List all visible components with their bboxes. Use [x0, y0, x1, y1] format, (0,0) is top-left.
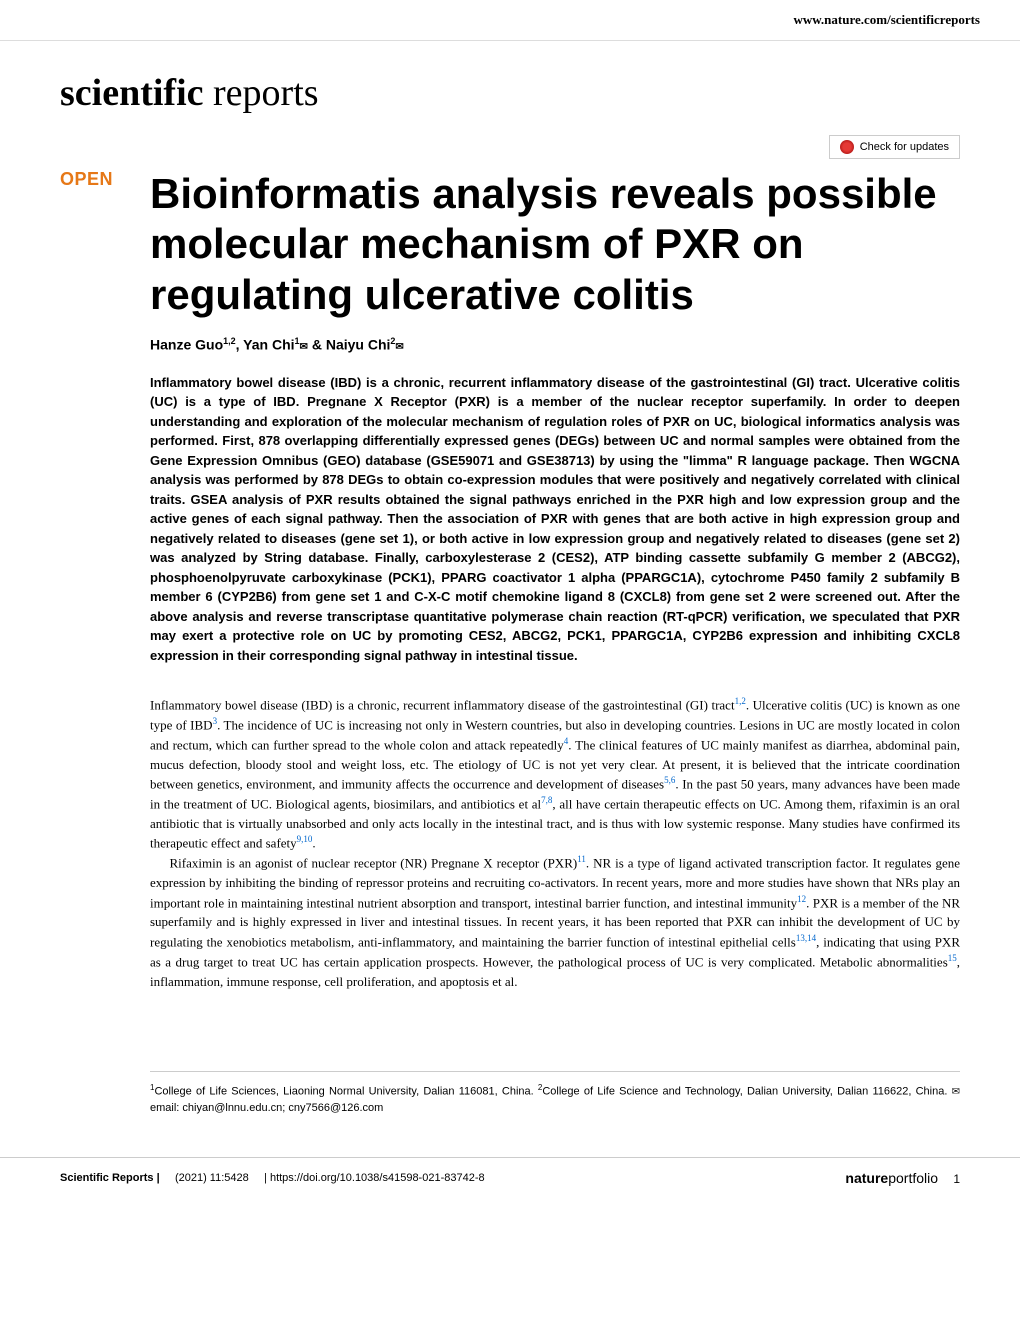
check-updates-button[interactable]: Check for updates — [829, 135, 960, 159]
author-1: Hanze Guo — [150, 337, 223, 353]
open-access-label: OPEN — [60, 169, 150, 190]
footer: Scientific Reports | (2021) 11:5428 | ht… — [0, 1157, 1020, 1198]
email-2: cny7566@126.com — [288, 1102, 383, 1114]
mail-icon: ✉ — [952, 1087, 960, 1098]
ref-link[interactable]: 13,14 — [796, 933, 816, 943]
ref-link[interactable]: 1,2 — [735, 696, 746, 706]
email-label: email: — [150, 1102, 182, 1114]
author-2: Yan Chi — [243, 337, 294, 353]
aff-2-text: College of Life Science and Technology, … — [542, 1086, 951, 1098]
authors: Hanze Guo1,2, Yan Chi1✉ & Naiyu Chi2✉ — [150, 336, 960, 353]
journal-logo: scientific reports — [0, 41, 1020, 135]
ref-link[interactable]: 9,10 — [297, 834, 313, 844]
check-updates-container: Check for updates — [0, 135, 1020, 169]
page-number: 1 — [953, 1172, 960, 1186]
author-3: Naiyu Chi — [326, 337, 391, 353]
paragraph-2: Rifaximin is an agonist of nuclear recep… — [150, 853, 960, 991]
ref-link[interactable]: 12 — [797, 894, 806, 904]
abstract: Inflammatory bowel disease (IBD) is a ch… — [150, 373, 960, 666]
footer-logo: natureportfolio — [845, 1170, 938, 1186]
left-column: OPEN — [60, 169, 150, 1117]
mail-icon: ✉ — [300, 342, 308, 353]
mail-icon: ✉ — [395, 342, 403, 353]
author-amp: & — [312, 337, 326, 353]
affiliations: 1College of Life Sciences, Liaoning Norm… — [150, 1071, 960, 1117]
journal-name-light: reports — [204, 72, 319, 114]
footer-right: natureportfolio 1 — [845, 1170, 960, 1186]
article-title: Bioinformatis analysis reveals possible … — [150, 169, 960, 320]
footer-journal: Scientific Reports | (2021) 11:5428 | ht… — [60, 1172, 485, 1184]
email-1: chiyan@lnnu.edu.cn — [182, 1102, 282, 1114]
header-url: www.nature.com/scientificreports — [793, 12, 980, 27]
header-bar: www.nature.com/scientificreports — [0, 0, 1020, 41]
aff-1-text: College of Life Sciences, Liaoning Norma… — [154, 1086, 537, 1098]
ref-link[interactable]: 11 — [577, 854, 586, 864]
ref-link[interactable]: 15 — [948, 953, 957, 963]
footer-left: Scientific Reports | (2021) 11:5428 | ht… — [60, 1172, 485, 1184]
body-text: Inflammatory bowel disease (IBD) is a ch… — [150, 695, 960, 991]
updates-dot-icon — [840, 140, 854, 154]
paragraph-1: Inflammatory bowel disease (IBD) is a ch… — [150, 695, 960, 853]
author-1-sup: 1,2 — [223, 336, 236, 346]
ref-link[interactable]: 7,8 — [541, 795, 552, 805]
ref-link[interactable]: 5,6 — [664, 775, 675, 785]
check-updates-label: Check for updates — [860, 141, 949, 153]
content: OPEN Bioinformatis analysis reveals poss… — [0, 169, 1020, 1157]
right-column: Bioinformatis analysis reveals possible … — [150, 169, 960, 1117]
journal-name-bold: scientific — [60, 72, 204, 114]
